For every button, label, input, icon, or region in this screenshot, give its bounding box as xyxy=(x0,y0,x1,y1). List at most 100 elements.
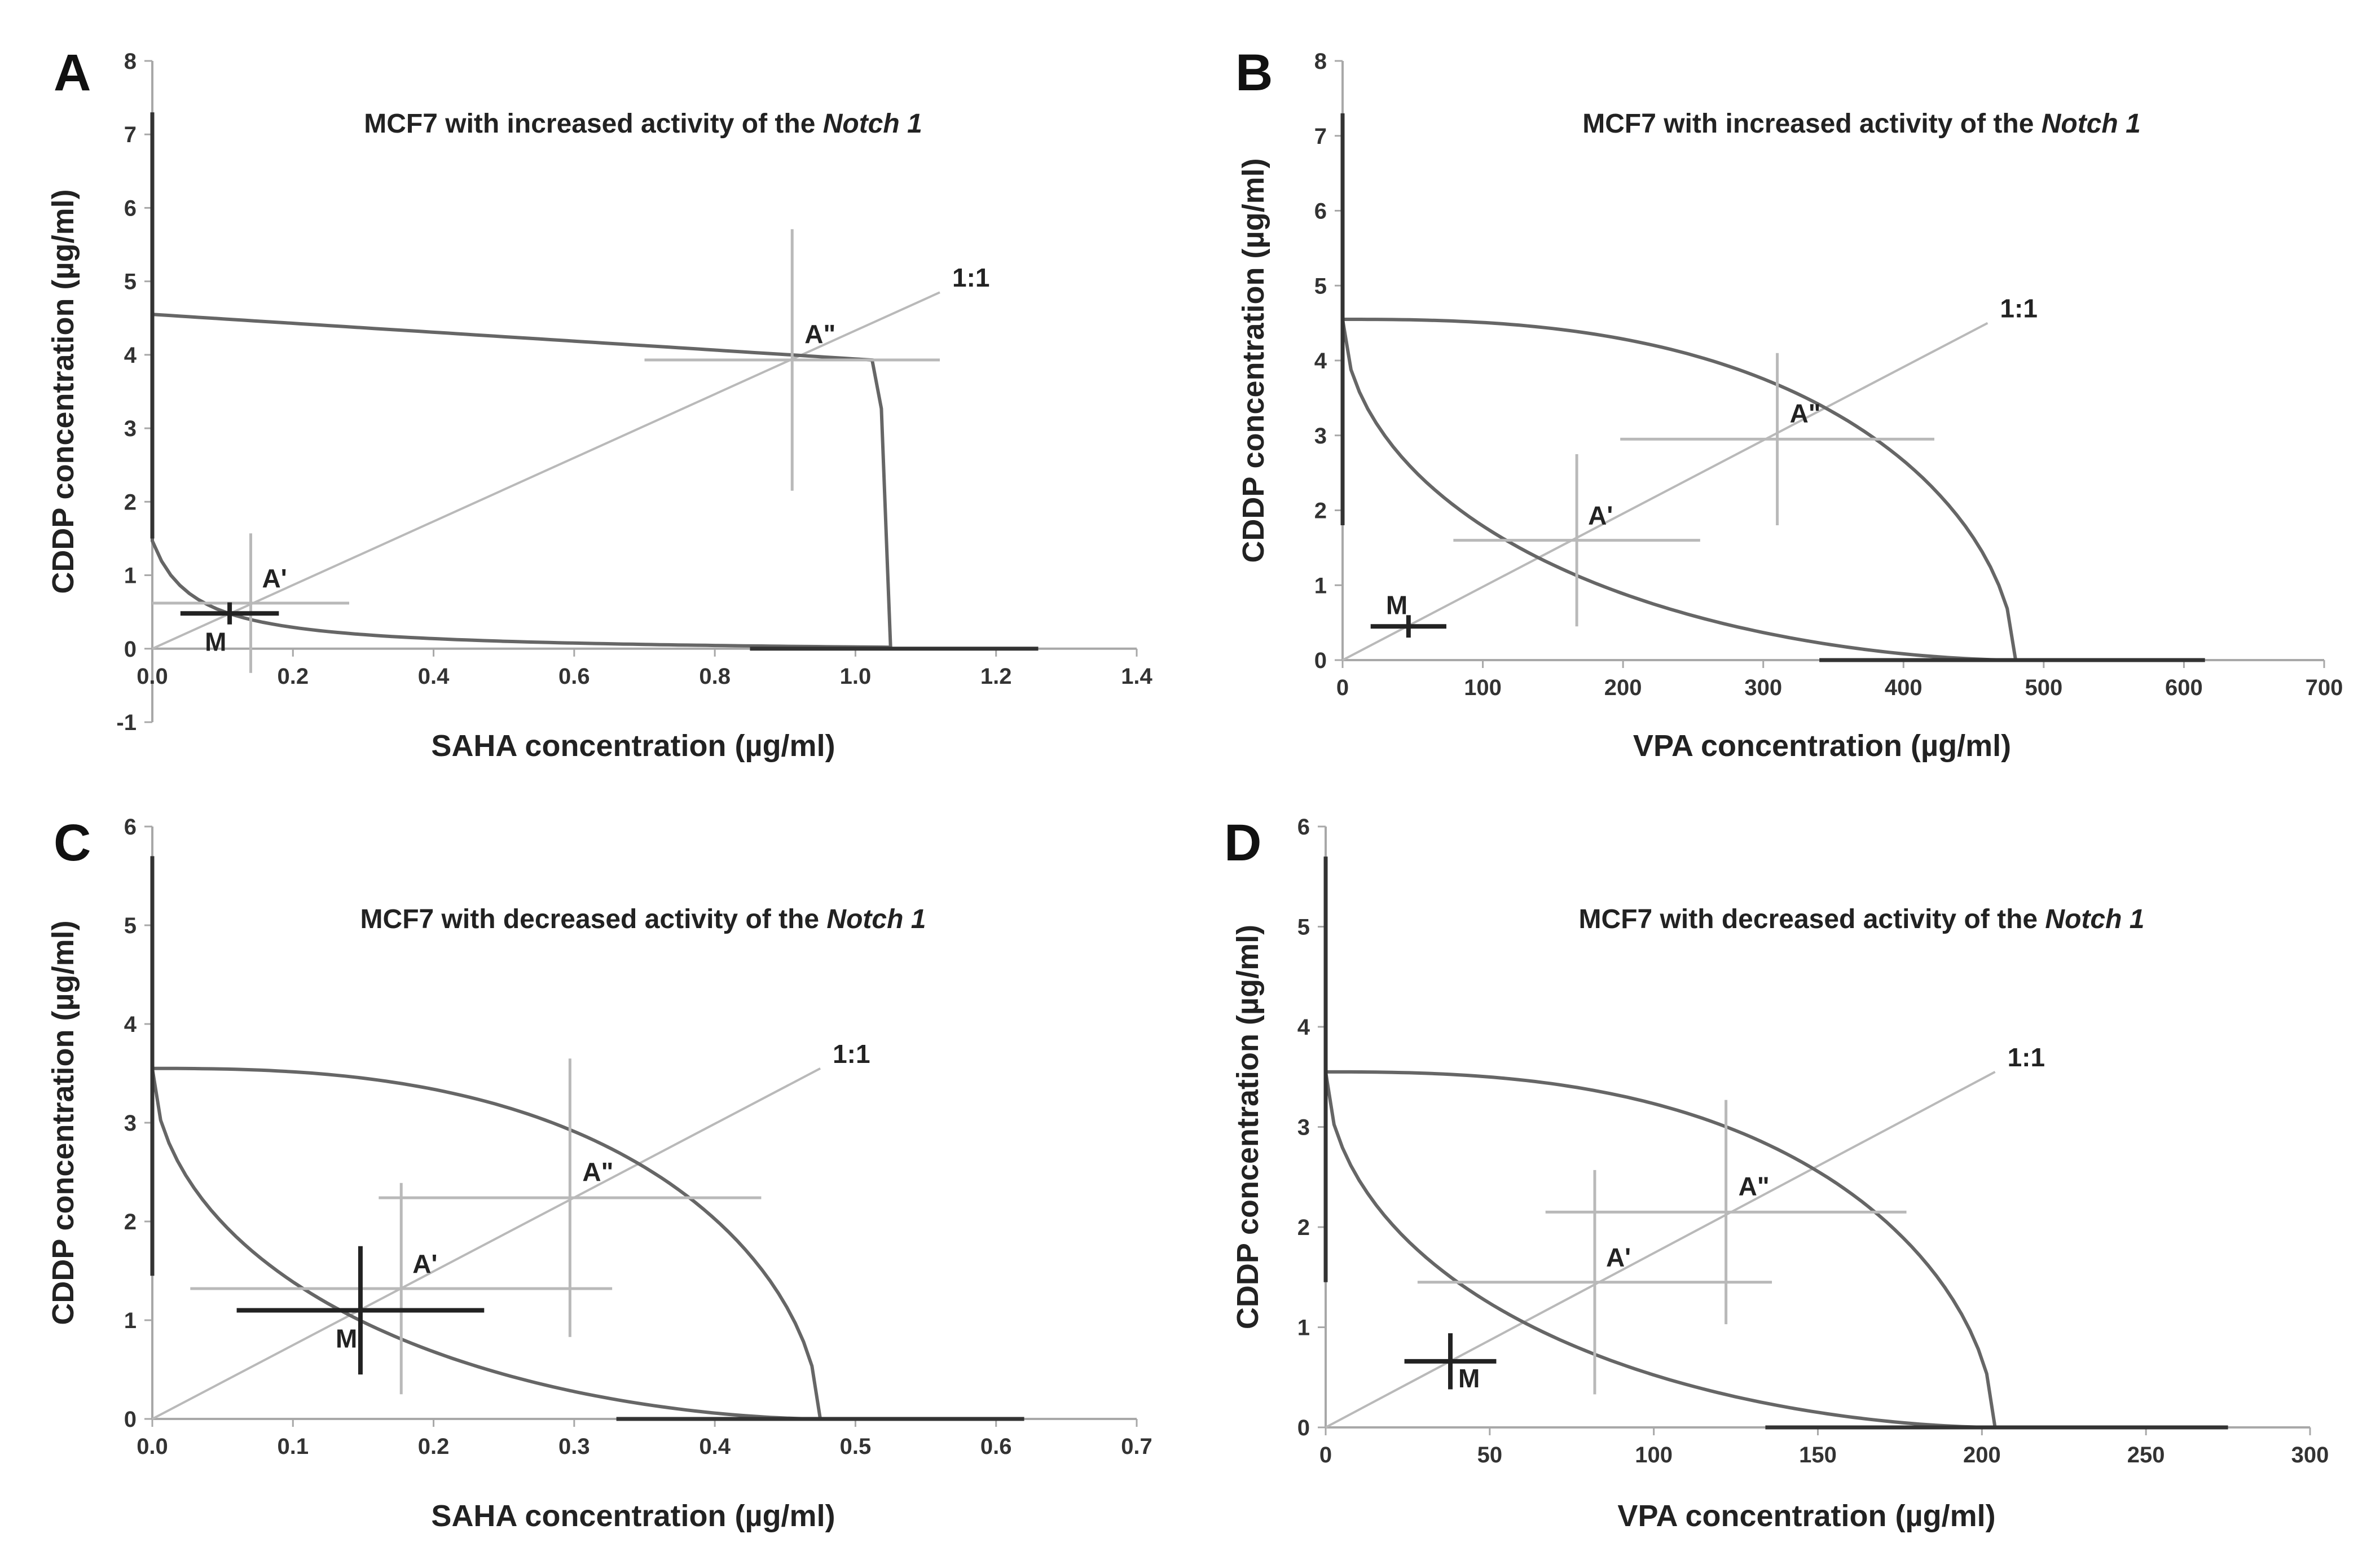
y-tick-label: 1 xyxy=(1297,1316,1310,1341)
x-tick-label: 0.7 xyxy=(1121,1434,1152,1459)
isobole-upper xyxy=(152,313,892,649)
y-axis-label: CDDP concentration (µg/ml) xyxy=(46,920,80,1325)
panel-letter: A xyxy=(54,44,91,102)
ratio-line xyxy=(1325,1071,1996,1429)
chart-title-gene: Notch 1 xyxy=(826,904,926,934)
chart-title-main: MCF7 with decreased activity of the xyxy=(1579,904,2045,934)
y-tick-label: 5 xyxy=(124,270,137,295)
y-tick-label: 1 xyxy=(124,564,137,588)
y-tick-label: 5 xyxy=(1314,274,1327,298)
chart-title: MCF7 with increased activity of the Notc… xyxy=(1582,109,2141,139)
point-a-double-prime-label: A" xyxy=(804,319,835,349)
x-tick-label: 300 xyxy=(2291,1443,2329,1467)
point-a-double-prime-label: A" xyxy=(582,1157,613,1186)
chart-title: MCF7 with decreased activity of the Notc… xyxy=(360,904,926,934)
x-axis-label: VPA concentration (µg/ml) xyxy=(1633,729,2011,763)
chart-title-gene: Notch 1 xyxy=(823,109,922,139)
y-tick-label: 4 xyxy=(124,343,137,368)
isobole-lower xyxy=(151,1068,821,1421)
y-tick-label: 8 xyxy=(1314,49,1327,74)
y-tick-label: 6 xyxy=(1297,815,1310,840)
x-tick-label: 0.3 xyxy=(558,1434,590,1459)
isobole-upper xyxy=(1326,1070,1997,1428)
x-tick-label: 700 xyxy=(2306,675,2343,700)
x-tick-label: 0.2 xyxy=(277,664,309,689)
point-a-prime-label: A' xyxy=(412,1249,437,1278)
x-tick-label: 400 xyxy=(1885,675,1923,700)
x-axis-label: SAHA concentration (µg/ml) xyxy=(431,1499,835,1533)
y-axis-label: CDDP concentration (µg/ml) xyxy=(1237,158,1270,562)
point-a-prime-label: A' xyxy=(1588,501,1613,530)
y-tick-label: 2 xyxy=(1314,499,1327,524)
x-tick-label: 1.2 xyxy=(980,664,1012,689)
chart-title: MCF7 with decreased activity of the Notc… xyxy=(1579,904,2145,934)
panel-b: B MCF7 with increased activity of the Not… xyxy=(1235,44,2343,763)
x-tick-label: 150 xyxy=(1799,1443,1837,1467)
x-tick-label: 0 xyxy=(1319,1443,1332,1467)
panel-a: A MCF7 with increased activity of the Not… xyxy=(46,44,1153,763)
x-tick-label: 0.1 xyxy=(277,1434,309,1459)
x-tick-label: 0.4 xyxy=(699,1434,731,1459)
y-tick-label: 8 xyxy=(124,49,137,74)
y-tick-label: -1 xyxy=(116,710,137,735)
y-tick-label: 5 xyxy=(1297,915,1310,940)
y-tick-label: 3 xyxy=(124,416,137,441)
y-tick-label: 3 xyxy=(1314,424,1327,449)
point-m-label: M xyxy=(336,1324,357,1353)
x-tick-label: 0.0 xyxy=(137,664,168,689)
ratio-line xyxy=(152,1067,821,1420)
isobole-lower xyxy=(151,524,891,649)
x-tick-label: 0.2 xyxy=(418,1434,450,1459)
y-tick-label: 6 xyxy=(124,196,137,221)
y-axis-label: CDDP concentration (µg/ml) xyxy=(1231,925,1265,1329)
isobole-lower xyxy=(1341,319,2016,662)
chart-title-gene: Notch 1 xyxy=(2045,904,2144,934)
y-tick-label: 3 xyxy=(124,1111,137,1136)
point-m-label: M xyxy=(1386,590,1407,619)
panel-letter: D xyxy=(1224,814,1261,872)
ratio-line-label: 1:1 xyxy=(2008,1043,2045,1072)
panel-d: D MCF7 with decreased activity of the Not… xyxy=(1224,814,2329,1533)
y-tick-label: 2 xyxy=(1297,1215,1310,1240)
x-tick-label: 1.4 xyxy=(1121,664,1152,689)
x-tick-label: 0.6 xyxy=(558,664,590,689)
chart-title-main: MCF7 with decreased activity of the xyxy=(360,904,827,934)
point-a-double-prime-label: A" xyxy=(1739,1171,1770,1201)
y-tick-label: 0 xyxy=(1297,1416,1310,1440)
x-tick-label: 100 xyxy=(1635,1443,1673,1467)
x-tick-label: 300 xyxy=(1744,675,1782,700)
x-tick-label: 600 xyxy=(2165,675,2203,700)
x-axis-label: VPA concentration (µg/ml) xyxy=(1617,1499,1995,1533)
point-m-label: M xyxy=(1458,1364,1480,1393)
y-tick-label: 7 xyxy=(124,122,137,147)
x-tick-label: 0.4 xyxy=(418,664,450,689)
x-tick-label: 1.0 xyxy=(840,664,872,689)
y-tick-label: 6 xyxy=(124,815,137,840)
y-tick-label: 5 xyxy=(124,913,137,938)
y-axis-label: CDDP concentration (µg/ml) xyxy=(46,189,80,594)
y-tick-label: 0 xyxy=(124,637,137,662)
y-tick-label: 3 xyxy=(1297,1115,1310,1140)
x-tick-label: 250 xyxy=(2127,1443,2165,1467)
point-a-prime-label: A' xyxy=(1606,1243,1631,1272)
y-tick-label: 4 xyxy=(1297,1015,1310,1040)
x-tick-label: 0.0 xyxy=(137,1434,168,1459)
panel-letter: C xyxy=(54,814,91,872)
point-a-prime-label: A' xyxy=(262,564,287,593)
y-tick-label: 4 xyxy=(124,1012,137,1037)
isobole-lower xyxy=(1324,1071,1995,1429)
y-tick-label: 1 xyxy=(1314,573,1327,598)
x-axis-label: SAHA concentration (µg/ml) xyxy=(431,729,835,763)
y-tick-label: 4 xyxy=(1314,349,1327,373)
chart-title-main: MCF7 with increased activity of the xyxy=(1582,109,2042,139)
y-tick-label: 0 xyxy=(1314,648,1327,673)
y-tick-label: 2 xyxy=(124,1210,137,1234)
point-m-label: M xyxy=(205,627,226,656)
isobole-upper xyxy=(152,1066,822,1419)
chart-title: MCF7 with increased activity of the Notc… xyxy=(364,109,922,139)
panel-letter: B xyxy=(1235,44,1273,102)
ratio-line-label: 1:1 xyxy=(2000,294,2037,323)
y-tick-label: 1 xyxy=(124,1308,137,1333)
x-tick-label: 100 xyxy=(1464,675,1502,700)
x-tick-label: 500 xyxy=(2025,675,2062,700)
